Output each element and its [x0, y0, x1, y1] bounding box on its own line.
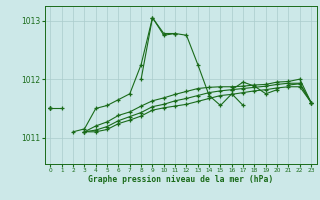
X-axis label: Graphe pression niveau de la mer (hPa): Graphe pression niveau de la mer (hPa) [88, 175, 273, 184]
